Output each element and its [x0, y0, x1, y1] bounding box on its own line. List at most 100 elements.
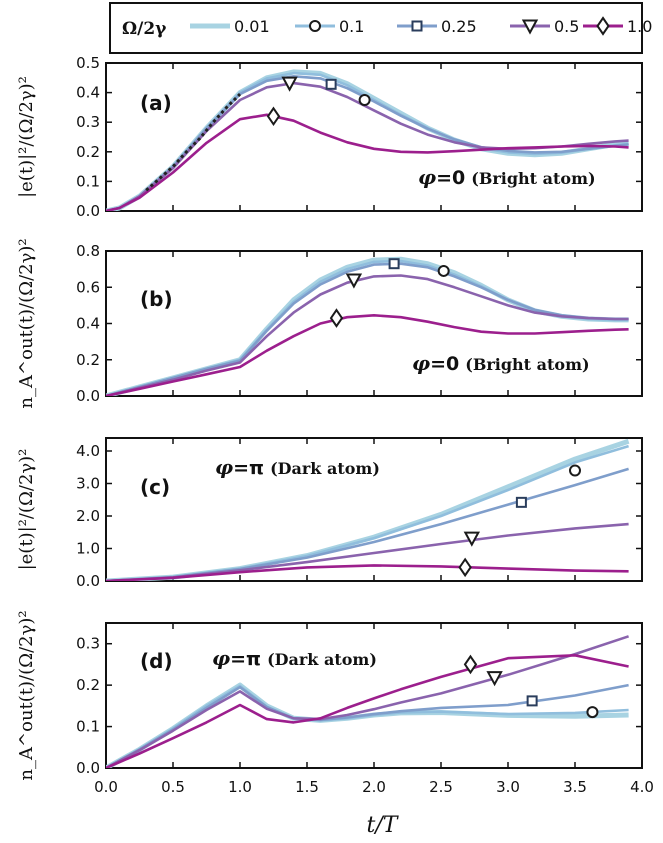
annotation-phi: φ	[418, 165, 436, 189]
annotation-text: (Bright atom)	[471, 169, 595, 188]
panel-label: (d)	[140, 649, 173, 673]
panel-annotation: φ=0 (Bright atom)	[418, 165, 596, 189]
legend-entry: 1.0	[583, 16, 652, 36]
data-marker	[329, 308, 344, 328]
legend-entries: 0.01 0.1 0.25 0.5 1.0	[190, 16, 652, 36]
data-marker	[458, 557, 472, 578]
x-tick-label: 3.5	[563, 778, 587, 796]
series-line-0_25	[106, 467, 629, 581]
data-marker	[358, 94, 371, 106]
annotation-eq: =π	[233, 457, 264, 479]
series-line-1_0	[106, 564, 629, 581]
x-tick-label: 1.0	[228, 778, 252, 796]
panel-d: 0.0 0.1 0.2 0.3 0.0 0.5 1.0 1.5 2.0 2.5 3.0 3.5 4.0 (…	[16, 610, 654, 796]
legend-entry: 0.1	[295, 17, 364, 36]
panel-label: (a)	[140, 91, 172, 115]
x-tick-label: 2.5	[429, 778, 453, 796]
data-marker	[586, 706, 599, 719]
series-line-0_01	[106, 69, 629, 211]
annotation-text: (Dark atom)	[270, 459, 380, 478]
series-group	[106, 256, 629, 396]
annotation-eq: =π	[230, 648, 261, 670]
y-tick-label: 0.1	[76, 172, 100, 190]
data-marker	[437, 264, 450, 277]
data-marker	[515, 496, 527, 508]
panel-b: 0.0 0.2 0.4 0.6 0.8 (b) φ=0 (Bright atom) n_A^ou…	[16, 238, 643, 409]
legend-label: 0.01	[234, 17, 270, 36]
y-tick-label: 2.0	[76, 507, 100, 525]
legend: Ω/2γ 0.01 0.1 0.25 0.5 1.0	[109, 2, 652, 54]
series-group	[106, 635, 630, 768]
y-tick-label: 0.2	[76, 351, 100, 369]
y-tick-label: 0.0	[76, 572, 100, 590]
legend-label: 0.5	[554, 17, 579, 36]
series-line-0_5	[106, 522, 629, 581]
plot-frame	[105, 622, 643, 769]
y-tick-label: 0.4	[76, 84, 100, 102]
panel-label: (c)	[140, 475, 170, 499]
y-axis-label: n_A^out(t)/(Ω/2γ)²	[16, 610, 37, 780]
x-tick-label: 0.5	[161, 778, 185, 796]
panel-annotation: φ=0 (Bright atom)	[412, 351, 590, 375]
series-line-0_5	[106, 274, 629, 396]
series-line-1_0	[106, 654, 629, 768]
y-tick-label: 0.5	[76, 54, 100, 72]
legend-entry: 0.01	[190, 17, 270, 36]
data-marker	[486, 671, 503, 687]
series-line-1_0	[106, 314, 629, 396]
panel-a: 0.0 0.1 0.2 0.3 0.4 0.5 (a) φ=0 (Bright atom) |e(…	[16, 54, 643, 220]
y-tick-label: 0.0	[76, 759, 100, 777]
y-axis-label: |e(t)|²/(Ω/2γ)²	[16, 76, 37, 198]
y-axis-label: n_A^out(t)/(Ω/2γ)²	[16, 238, 37, 408]
data-marker	[569, 464, 581, 477]
legend-marker	[411, 20, 423, 32]
x-tick-label: 2.0	[362, 778, 386, 796]
x-tick-label: 1.5	[295, 778, 319, 796]
data-marker	[463, 654, 478, 675]
panel-c: 0.0 1.0 2.0 3.0 4.0 (c) φ=π (Dark atom) |e(t)|²/…	[16, 437, 643, 590]
series-group	[106, 69, 629, 211]
annotation-text: (Dark atom)	[267, 650, 377, 669]
legend-marker	[596, 16, 610, 36]
x-tick-label: 4.0	[630, 778, 654, 796]
y-tick-label: 0.3	[76, 113, 100, 131]
y-tick-label: 0.2	[76, 676, 100, 694]
x-axis-label: t/T	[367, 813, 400, 838]
series-line-0_01	[106, 682, 629, 768]
y-tick-label: 0.3	[76, 635, 100, 653]
dashed-approx-line	[145, 93, 242, 192]
data-marker	[345, 273, 363, 289]
data-marker	[281, 76, 298, 92]
annotation-phi: φ	[215, 455, 233, 479]
legend-entry: 0.5	[510, 17, 579, 36]
panel-label: (b)	[140, 287, 173, 311]
legend-marker	[309, 20, 321, 32]
y-tick-label: 4.0	[76, 442, 100, 460]
x-tick-label: 3.0	[496, 778, 520, 796]
y-tick-label: 0.1	[76, 718, 100, 736]
series-line-0_25	[106, 683, 629, 768]
series-group	[106, 438, 630, 581]
y-tick-label: 0.2	[76, 143, 100, 161]
y-tick-label: 0.0	[76, 387, 100, 405]
data-marker	[526, 695, 538, 707]
legend-entry: 0.25	[397, 17, 477, 36]
y-tick-label: 0.8	[76, 242, 100, 260]
data-marker	[388, 258, 400, 270]
legend-label: 1.0	[627, 17, 652, 36]
y-tick-label: 1.0	[76, 540, 100, 558]
annotation-phi: φ	[212, 646, 230, 670]
legend-title: Ω/2γ	[122, 19, 167, 39]
data-marker	[325, 78, 337, 90]
y-tick-label: 0.6	[76, 278, 100, 296]
y-tick-label: 0.0	[76, 202, 100, 220]
legend-label: 0.25	[441, 17, 477, 36]
panel-annotation: φ=π (Dark atom)	[215, 455, 380, 479]
data-marker	[266, 106, 281, 127]
annotation-text: (Bright atom)	[465, 355, 589, 374]
data-marker	[463, 531, 480, 547]
y-tick-label: 3.0	[76, 475, 100, 493]
y-axis-label: |e(t)|²/(Ω/2γ)²	[16, 449, 37, 571]
series-line-1_0	[106, 113, 629, 211]
